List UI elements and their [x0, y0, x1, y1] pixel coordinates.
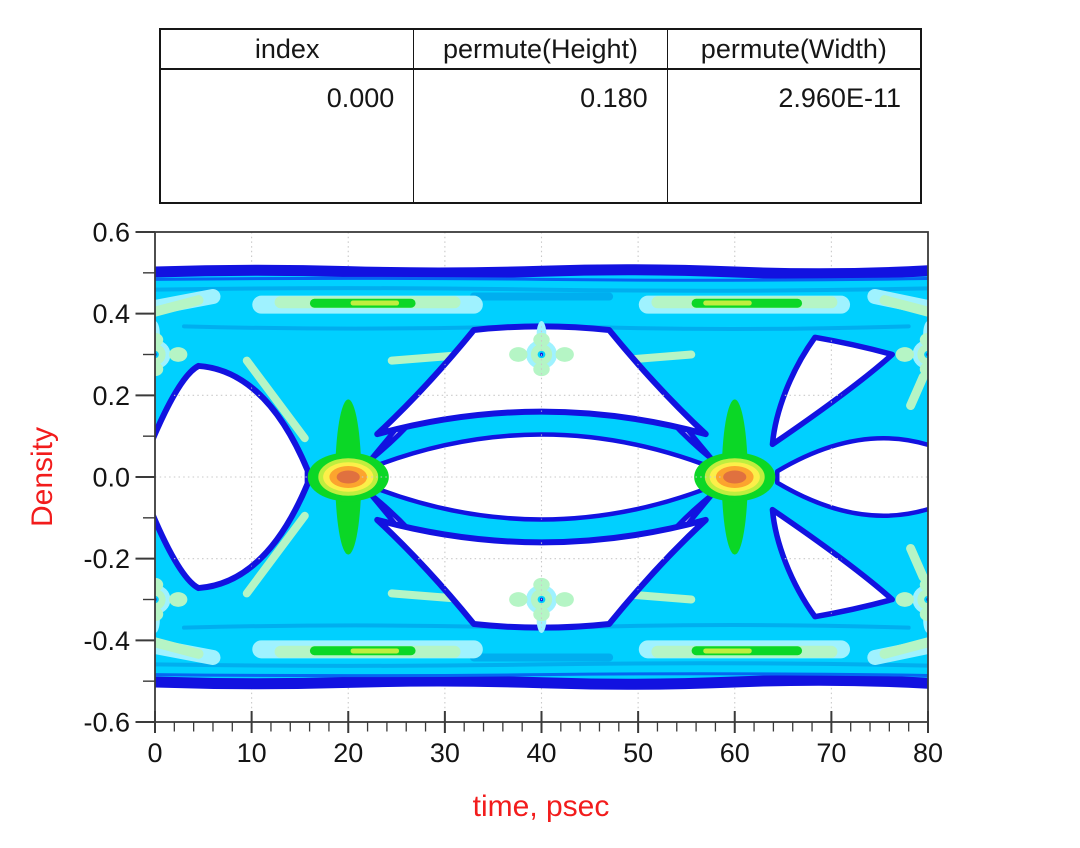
eye-density-feature — [155, 278, 928, 280]
table-value-row: 0.000 0.180 2.960E-11 — [161, 70, 920, 202]
density-node — [533, 332, 550, 347]
density-node — [942, 347, 960, 362]
table-cell-permute-width: 2.960E-11 — [778, 83, 901, 113]
eye-density-feature — [911, 377, 924, 406]
y-tick-label: 0.6 — [92, 218, 130, 248]
density-node — [555, 347, 574, 362]
table-header-permute-width: permute(Width) — [700, 33, 887, 64]
density-node — [169, 592, 188, 607]
x-tick-label: 20 — [333, 738, 363, 768]
table-cell-permute-height: 0.180 — [414, 70, 668, 202]
y-tick-label: -0.6 — [83, 708, 130, 738]
x-tick-label: 30 — [430, 738, 460, 768]
eye-density-feature — [155, 663, 928, 666]
density-node — [509, 592, 528, 607]
x-tick-label: 70 — [816, 738, 846, 768]
density-node — [155, 588, 166, 611]
density-node — [155, 350, 159, 359]
eye-density-feature — [590, 625, 909, 628]
density-node — [169, 347, 188, 362]
x-tick-label: 60 — [720, 738, 750, 768]
density-node — [919, 332, 928, 347]
density-node — [123, 347, 141, 362]
table-header-row: index permute(Height) permute(Width) — [161, 30, 920, 70]
eye-opening — [377, 520, 706, 628]
crossing-hotspot — [336, 470, 360, 484]
density-node — [123, 592, 141, 607]
eye-density-feature — [184, 326, 493, 328]
eye-opening — [772, 337, 892, 444]
density-node — [509, 347, 528, 362]
density-node — [924, 595, 928, 604]
y-tick-label: 0.4 — [92, 299, 130, 329]
eye-density-feature — [155, 680, 928, 684]
table-header-permute-height: permute(Height) — [414, 30, 668, 68]
density-node — [919, 362, 928, 377]
eye-density-feature — [590, 326, 909, 329]
density-node — [924, 350, 928, 359]
axis-tick-labels: 0.6 0.4 0.2 0.0 -0.2 -0.4 -0.6 0 10 20 30 40 50 60 70 8… — [83, 218, 943, 769]
eye-density-feature — [247, 361, 305, 439]
density-node — [155, 332, 164, 347]
table-cell-index: 0.000 — [161, 70, 415, 202]
y-tick-label: -0.4 — [83, 626, 130, 656]
x-tick-label: 0 — [147, 738, 162, 768]
eye-opening — [777, 438, 928, 515]
crossing-hotspot — [723, 470, 747, 484]
eye-density-feature — [885, 300, 928, 311]
density-node — [155, 577, 164, 592]
density-node — [155, 595, 159, 604]
x-tick-label: 50 — [623, 738, 653, 768]
eye-density-feature — [155, 288, 928, 291]
y-axis-title: Density — [26, 427, 59, 527]
density-node — [942, 592, 960, 607]
eye-density-feature — [155, 674, 928, 676]
x-tick-label: 80 — [913, 738, 943, 768]
density-node — [155, 362, 164, 377]
density-node — [895, 592, 914, 607]
results-table: index permute(Height) permute(Width) 0.0… — [159, 28, 922, 204]
density-node — [919, 577, 928, 592]
density-node — [555, 592, 574, 607]
x-tick-label: 40 — [526, 738, 556, 768]
eye-density-feature — [155, 300, 198, 311]
density-node — [917, 588, 928, 611]
eye-density-canvas — [123, 268, 960, 685]
eye-density-feature — [911, 548, 924, 577]
eye-density-feature — [155, 270, 928, 274]
density-node — [917, 343, 928, 366]
eye-density-feature — [885, 642, 928, 653]
x-tick-label: 10 — [237, 738, 267, 768]
eye-density-feature — [155, 642, 198, 653]
x-axis-title: time, psec — [473, 790, 610, 823]
eye-density-feature — [247, 516, 305, 594]
axis-ticks — [135, 231, 929, 733]
density-node — [155, 343, 166, 366]
eye-opening — [772, 510, 892, 617]
density-node — [155, 607, 164, 622]
y-tick-label: 0.2 — [92, 381, 130, 411]
y-tick-label: -0.2 — [83, 544, 130, 574]
table-header-index: index — [161, 30, 415, 68]
eye-density-feature — [184, 625, 493, 627]
density-node — [919, 607, 928, 622]
density-node — [895, 347, 914, 362]
y-tick-label: 0.0 — [92, 463, 130, 493]
eye-opening — [377, 326, 706, 434]
